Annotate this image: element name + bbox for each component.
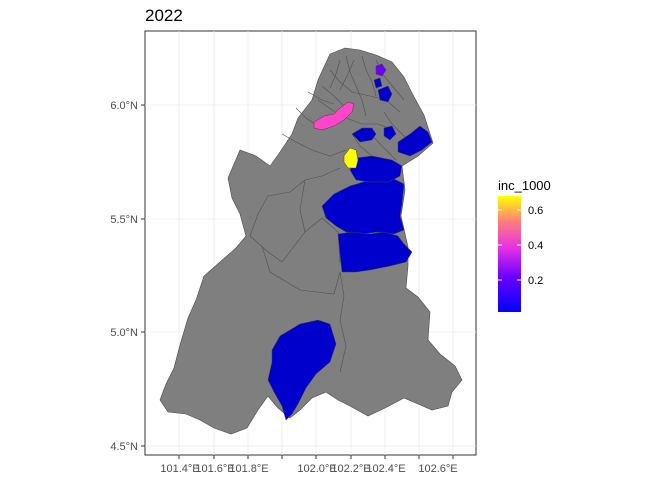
x-tick-label: 102.6°E xyxy=(418,463,457,475)
region-north-blue-small xyxy=(377,85,393,103)
axis-ticks xyxy=(141,104,454,459)
x-tick-label: 102.0°E xyxy=(297,463,336,475)
x-tick-label: 101.4°E xyxy=(160,463,199,475)
x-axis-labels: 101.4°E 101.6°E 101.8°E 102.0°E 102.2°E … xyxy=(160,463,457,475)
legend-label: 0.6 xyxy=(528,205,543,217)
legend-title: inc_1000 xyxy=(498,178,551,193)
legend-colorbar xyxy=(498,196,521,312)
region-north-blue-small-2 xyxy=(373,77,383,89)
region-north-mid-low xyxy=(351,127,377,143)
y-tick-label: 4.5°N xyxy=(110,441,138,453)
region-central-south-low xyxy=(337,231,413,273)
district-borders xyxy=(249,55,417,373)
region-northeast-coast-low xyxy=(397,125,433,157)
region-yellow-high xyxy=(343,147,359,169)
y-tick-label: 6.0°N xyxy=(110,100,138,112)
legend-label: 0.4 xyxy=(528,240,543,252)
x-tick-label: 101.6°E xyxy=(195,463,234,475)
plot-title: 2022 xyxy=(145,6,183,25)
region-central-low xyxy=(321,177,405,235)
x-tick-label: 101.8°E xyxy=(229,463,268,475)
legend-label: 0.2 xyxy=(528,275,543,287)
region-state-base xyxy=(159,47,463,435)
y-tick-label: 5.0°N xyxy=(110,327,138,339)
region-northwest-pink xyxy=(313,101,355,131)
region-north-blue-small-3 xyxy=(383,125,397,141)
region-east-low xyxy=(349,155,403,183)
region-north-tip-purple xyxy=(375,63,387,77)
x-tick-label: 102.4°E xyxy=(366,463,405,475)
x-tick-label: 102.2°E xyxy=(331,463,370,475)
region-south-west-low xyxy=(267,319,337,421)
legend: inc_1000 0.6 0.4 0.2 xyxy=(498,178,551,312)
y-tick-label: 5.5°N xyxy=(110,214,138,226)
y-axis-labels: 6.0°N 5.5°N 5.0°N 4.5°N xyxy=(110,100,138,453)
